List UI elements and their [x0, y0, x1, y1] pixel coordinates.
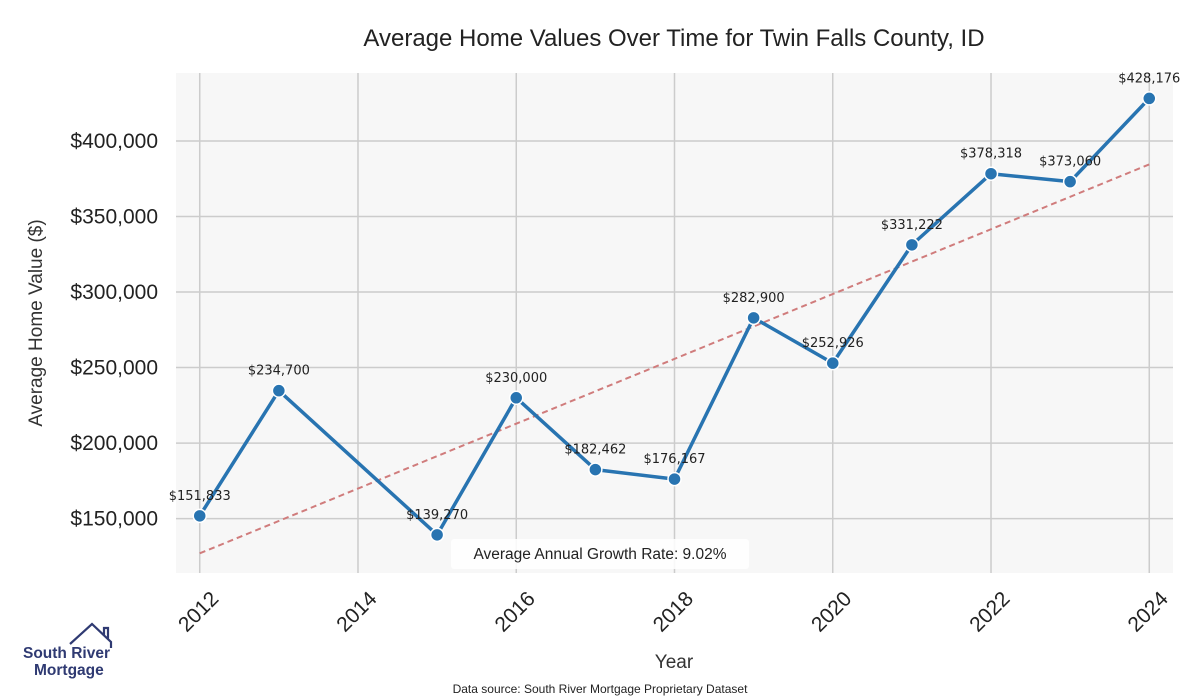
logo-text-line2: Mortgage [34, 662, 104, 679]
data-label: $282,900 [723, 291, 785, 306]
data-label: $234,700 [248, 364, 310, 379]
x-tick-label: 2022 [965, 587, 1014, 636]
gridlines [176, 73, 1173, 573]
data-point [508, 390, 524, 406]
data-label: $428,176 [1118, 71, 1180, 86]
data-label: $176,167 [643, 452, 705, 467]
data-points [192, 91, 1157, 543]
x-tick-label: 2020 [807, 587, 856, 636]
y-tick-label: $400,000 [70, 130, 158, 153]
data-source-note: Data source: South River Mortgage Propri… [453, 682, 748, 696]
series-line [198, 97, 1151, 537]
x-tick-label: 2012 [174, 587, 223, 636]
trend-line [199, 163, 1150, 555]
data-label: $378,318 [960, 147, 1022, 162]
data-point [1062, 174, 1078, 189]
company-logo: South River Mortgage [23, 622, 113, 679]
data-point [825, 355, 841, 371]
chart-title: Average Home Values Over Time for Twin F… [363, 25, 984, 52]
y-tick-label: $200,000 [70, 432, 158, 455]
x-tick-label: 2014 [332, 587, 382, 637]
x-tick-label: 2016 [490, 587, 539, 636]
y-axis-title: Average Home Value ($) [26, 219, 47, 426]
data-point [271, 383, 287, 398]
logo-text-line1: South River [23, 645, 110, 662]
data-point [746, 310, 761, 326]
data-label: $331,222 [881, 218, 943, 233]
data-label: $151,833 [169, 489, 231, 504]
data-label: $182,462 [564, 443, 626, 458]
data-point [667, 471, 682, 487]
data-label: $230,000 [485, 371, 547, 386]
y-tick-label: $250,000 [70, 357, 158, 380]
data-label: $252,926 [802, 336, 864, 351]
data-point [1142, 91, 1157, 106]
data-point [429, 527, 445, 543]
y-tick-label: $300,000 [70, 281, 158, 304]
x-axis-ticks: 2012 2014 2016 2018 2020 2022 2024 [174, 587, 1173, 637]
growth-rate-annotation: Average Annual Growth Rate: 9.02% [473, 546, 726, 563]
x-axis-title: Year [655, 652, 694, 673]
y-tick-label: $150,000 [70, 508, 158, 531]
data-point [983, 166, 999, 181]
house-roof-icon [69, 622, 113, 648]
x-tick-label: 2018 [649, 587, 698, 636]
growth-rate-box [451, 539, 749, 569]
x-tick-label: 2024 [1123, 587, 1173, 637]
data-label: $139,270 [406, 508, 468, 523]
data-labels: $151,833 $234,700 $139,270 $230,000 $182,462… [169, 71, 1181, 522]
data-label: $373,060 [1039, 155, 1101, 170]
y-tick-label: $350,000 [70, 206, 158, 229]
data-point [904, 237, 920, 253]
data-point [588, 462, 603, 477]
y-axis-ticks: $150,000 $200,000 $250,000 $300,000 $350,000… [70, 130, 158, 531]
data-point [192, 508, 207, 524]
